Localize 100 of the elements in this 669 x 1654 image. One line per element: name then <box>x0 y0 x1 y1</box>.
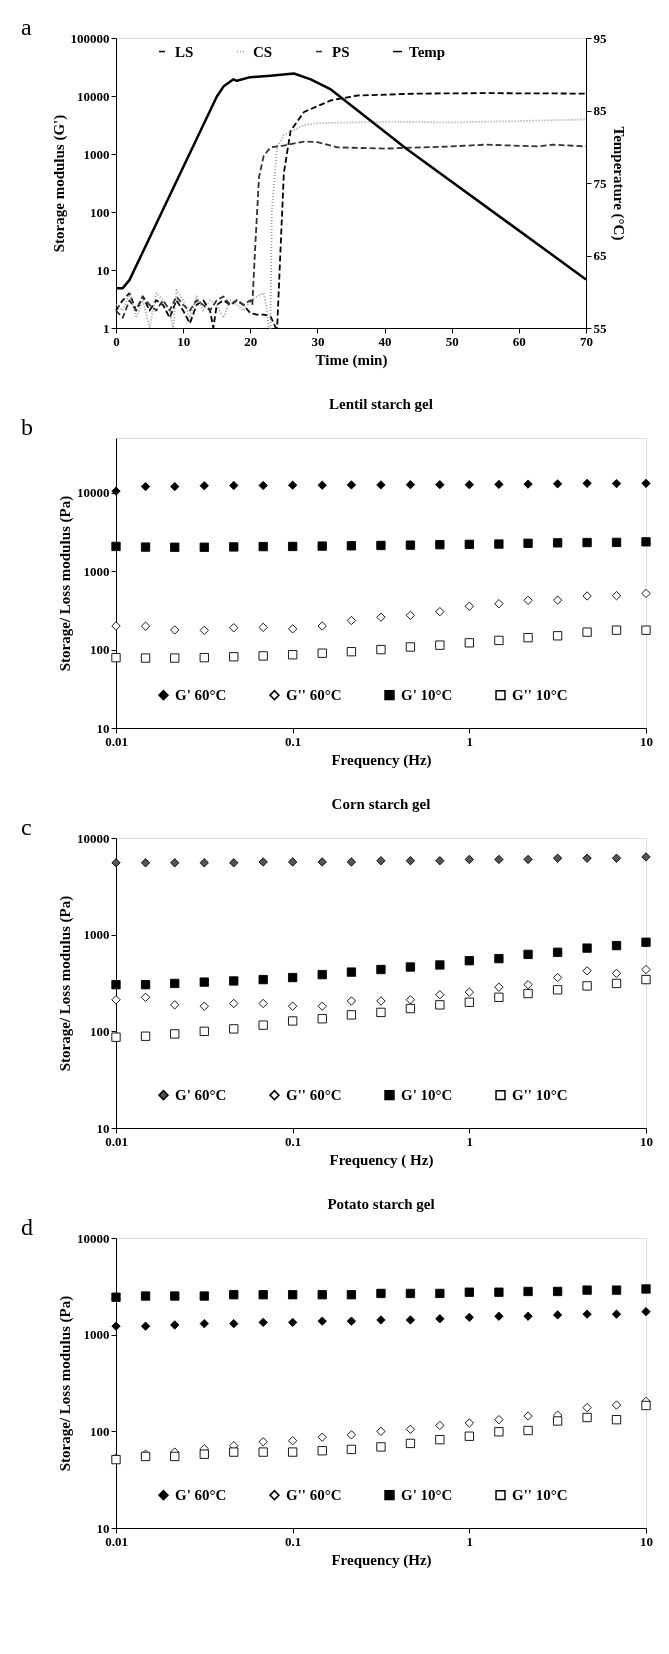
legend-label: G' 60°C <box>175 1487 227 1504</box>
x-tick-label: 10 <box>640 733 653 749</box>
x-tick-label: 10 <box>640 1533 653 1549</box>
point <box>170 978 180 989</box>
point <box>258 857 268 867</box>
y2-axis-title: Temperature (°C) <box>609 126 627 241</box>
point <box>405 1315 416 1325</box>
legend-label: G' 60°C <box>175 687 227 704</box>
point <box>582 853 592 863</box>
x-tick-label: 10 <box>177 333 191 349</box>
point <box>435 856 445 866</box>
y-axis-title: Storage/ Loss modulus (Pa) <box>57 895 74 1072</box>
legend-label: LS <box>175 43 194 60</box>
point <box>405 540 416 550</box>
point <box>435 1000 445 1010</box>
point <box>494 479 504 490</box>
legend-label: PS <box>332 43 350 60</box>
point <box>494 1311 504 1321</box>
legend-label: G' 60°C <box>175 1087 227 1104</box>
x-axis-title: Frequency (Hz) <box>331 1551 432 1569</box>
point <box>170 1291 180 1301</box>
point <box>170 1320 180 1330</box>
point <box>317 1014 327 1024</box>
y-tick-label: 1000 <box>83 1327 110 1343</box>
x-tick-label: 0.1 <box>285 1133 302 1149</box>
y-tick-label: 1 <box>103 320 110 336</box>
point <box>140 858 151 868</box>
y2-tick-label: 75 <box>593 175 607 191</box>
point <box>376 644 386 655</box>
text: d <box>21 1214 33 1240</box>
point <box>582 1412 592 1423</box>
point <box>435 960 445 970</box>
y-tick-label: 10000 <box>77 830 110 846</box>
point <box>464 480 474 490</box>
point <box>288 1290 298 1300</box>
y2-tick-label: 65 <box>593 248 607 263</box>
point <box>523 854 533 865</box>
point <box>641 625 651 635</box>
point <box>523 1311 533 1321</box>
text: a <box>21 14 32 40</box>
x-axis-title: Time (min) <box>315 351 388 369</box>
point <box>552 853 563 863</box>
point <box>229 480 239 491</box>
point <box>641 852 651 862</box>
y-axis-title: Storage modulus (G') <box>50 114 68 253</box>
x-tick-label: 0.1 <box>285 733 302 749</box>
point <box>140 542 151 552</box>
point <box>641 478 651 488</box>
point <box>552 479 563 489</box>
x-tick-label: 10 <box>640 1133 653 1149</box>
point <box>111 486 121 496</box>
point <box>258 1020 268 1030</box>
point <box>641 1307 651 1317</box>
y-tick-label: 10 <box>96 1520 110 1536</box>
point <box>111 1032 121 1042</box>
point <box>288 541 298 552</box>
point <box>641 1284 651 1294</box>
y-tick-label: 10000 <box>77 88 110 104</box>
point <box>317 970 327 980</box>
y-tick-label: 100 <box>90 204 110 220</box>
y-axis-title: Storage/ Loss modulus (Pa) <box>57 495 74 672</box>
point <box>552 631 563 641</box>
point <box>435 1435 445 1445</box>
point <box>199 481 209 491</box>
point <box>582 627 592 637</box>
point <box>435 1288 445 1299</box>
text: b <box>21 414 33 440</box>
y-tick-label: 10 <box>96 720 110 736</box>
y2-tick-label: 85 <box>593 103 607 118</box>
point <box>346 1010 357 1020</box>
point <box>317 648 327 658</box>
chart-title: Potato starch gel <box>327 1196 435 1212</box>
point <box>523 479 533 489</box>
point <box>111 1321 121 1331</box>
point <box>317 1316 327 1326</box>
point <box>611 1309 622 1319</box>
point <box>552 538 563 548</box>
point <box>523 1286 533 1297</box>
point <box>523 1425 533 1436</box>
point <box>229 976 239 986</box>
point <box>376 964 386 975</box>
x-tick-label: 1 <box>466 733 474 749</box>
point <box>140 1321 151 1331</box>
point <box>199 542 209 552</box>
point <box>641 1400 651 1411</box>
legend-label: Temp <box>409 43 446 60</box>
point <box>405 480 416 490</box>
x-tick-label: 0.01 <box>105 1533 128 1549</box>
point <box>611 1285 622 1295</box>
x-tick-label: 20 <box>244 333 258 349</box>
point <box>582 478 592 488</box>
point <box>611 853 622 863</box>
point <box>376 856 386 866</box>
point <box>288 1016 298 1026</box>
point <box>405 642 416 652</box>
x-tick-label: 70 <box>580 333 593 349</box>
point <box>582 981 592 991</box>
point <box>494 1427 504 1437</box>
point <box>317 1446 327 1456</box>
legend-label: G'' 10°C <box>512 1487 568 1504</box>
